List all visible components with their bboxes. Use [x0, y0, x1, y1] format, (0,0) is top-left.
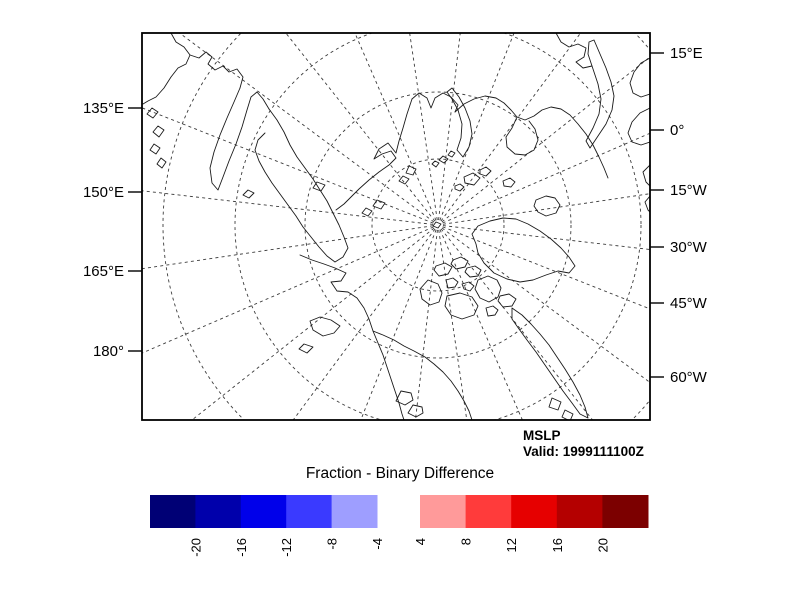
- right-longitude-axis: 15°E 0° 15°W 30°W 45°W 60°W: [650, 45, 708, 386]
- meridian-line: [441, 227, 650, 384]
- colorbar-segment-positive-0: [420, 495, 467, 528]
- queen-elizabeth-islands-coastline: [433, 256, 482, 292]
- colorbar-segment-negative-3: [286, 495, 333, 528]
- caption-valid-time: Valid: 1999111100Z: [523, 444, 644, 459]
- legend-title: Fraction - Binary Difference: [306, 465, 494, 482]
- bering-seward-coastline: [298, 316, 341, 354]
- kanin-coast-coastline: [555, 33, 593, 69]
- colorbar-value-label: 4: [413, 538, 428, 545]
- right-longitude-label: 30°W: [670, 239, 708, 256]
- colorbar-value-label: 16: [550, 538, 565, 552]
- baffin-island-coastline: [511, 307, 589, 419]
- parallel-circle: [371, 158, 505, 292]
- colorbar-segment-negative-1: [195, 495, 242, 528]
- colorbar-value-label: -12: [279, 538, 294, 557]
- canada-mainland-coast-coastline: [372, 330, 473, 420]
- ob-barents-coast-coastline: [411, 92, 459, 113]
- colorbar-segment-positive-2: [511, 495, 558, 528]
- colorbar-value-label: -8: [325, 538, 340, 550]
- caption-parameter: MSLP: [523, 428, 561, 443]
- chukotka-coastline: [254, 108, 349, 263]
- right-longitude-label: 60°W: [670, 369, 708, 386]
- franz-josef-land-coastline: [431, 150, 456, 168]
- great-bear-lake-coastline: [395, 390, 414, 406]
- scandinavia-coastline: [585, 39, 615, 149]
- meridian-line: [442, 226, 650, 310]
- laptev-taymyr-coast-coastline: [335, 98, 413, 211]
- devon-somerset-islands-coastline: [485, 293, 517, 317]
- left-longitude-label: 150°E: [83, 184, 124, 201]
- parallel-circle: [304, 91, 572, 359]
- colorbar-value-label: -4: [370, 538, 385, 550]
- white-sea-coastline: [505, 116, 539, 156]
- colorbar-segment-negative-0: [150, 495, 196, 528]
- parallel-circle: [162, 33, 650, 420]
- gulf-of-finland-coastline: [627, 107, 650, 146]
- left-longitude-label: 165°E: [83, 263, 124, 280]
- colorbar-legend: -20 -16 -12 -8 -4 4 8 12 16 20: [150, 495, 649, 557]
- colorbar-value-label: 12: [504, 538, 519, 552]
- colorbar-segment-negative-2: [240, 495, 287, 528]
- kuril-islands-coastline: [146, 107, 255, 199]
- meridian-line: [442, 193, 650, 225]
- wrangel-island-coastline: [312, 181, 326, 192]
- colorbar-value-label: 8: [459, 538, 474, 545]
- right-longitude-label: 15°W: [670, 182, 708, 199]
- great-slave-lake-coastline: [407, 404, 424, 418]
- greenland-coastline: [471, 217, 576, 283]
- alaska-coast-coastline: [299, 254, 405, 420]
- colorbar-value-label: -16: [234, 538, 249, 557]
- coastlines: [142, 33, 650, 420]
- right-longitude-label: 0°: [670, 122, 684, 139]
- colorbar-segment-positive-3: [556, 495, 603, 528]
- parallel-circle: [234, 33, 642, 420]
- meridian-line: [142, 226, 434, 354]
- left-longitude-label: 180°: [93, 343, 124, 360]
- pole-islet-coastline: [432, 221, 442, 229]
- left-longitude-axis: 135°E 150°E 165°E 180°: [83, 100, 142, 360]
- map-frame: [141, 32, 651, 421]
- colorbar-segment-negative-4: [331, 495, 378, 528]
- new-siberian-islands-coastline: [361, 199, 386, 217]
- left-longitude-label: 135°E: [83, 100, 124, 117]
- meridian-line: [442, 225, 650, 250]
- colorbar-value-label: -20: [188, 538, 203, 557]
- parallel-circle: [142, 33, 145, 420]
- iceland-coastline: [533, 195, 561, 217]
- severnaya-zemlya-coastline: [398, 165, 417, 185]
- siberia-okhotsk-west-coastline: [142, 33, 191, 105]
- colorbar-value-label: 20: [595, 538, 610, 552]
- meridian-line: [191, 227, 435, 420]
- ellesmere-island-coastline: [474, 275, 502, 303]
- novaya-zemlya-coastline: [446, 87, 473, 158]
- colorbar-segment-positive-1: [465, 495, 512, 528]
- kola-barents-coast-coastline: [454, 95, 609, 179]
- uk-fragments-coastline: [642, 164, 650, 213]
- gulf-of-bothnia-coastline: [629, 57, 650, 98]
- right-longitude-label: 15°E: [670, 45, 703, 62]
- labrador-fragments-coastline: [548, 397, 574, 420]
- meridian-line: [142, 107, 434, 224]
- kamchatka-coastline: [209, 87, 270, 191]
- banks-victoria-islands-coastline: [419, 279, 479, 320]
- svalbard-coastline: [454, 166, 516, 192]
- meridian-line: [414, 229, 438, 420]
- okhotsk-north-shore-coastline: [189, 51, 244, 89]
- colorbar-segment-positive-4: [602, 495, 649, 528]
- meridian-line: [142, 190, 434, 225]
- meridian-line: [142, 225, 434, 270]
- right-longitude-label: 45°W: [670, 295, 708, 312]
